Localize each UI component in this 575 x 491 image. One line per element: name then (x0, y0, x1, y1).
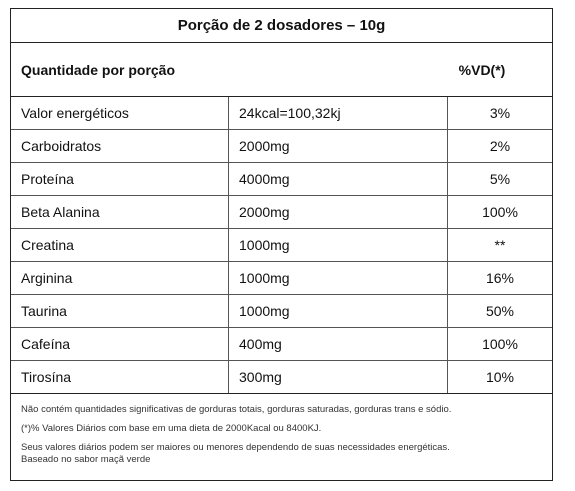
nutrient-vd: 3% (489, 105, 511, 121)
nutrient-name: Taurina (11, 295, 229, 327)
nutrient-vd: 5% (489, 171, 511, 187)
nutrient-name: Cafeína (11, 328, 229, 360)
table-row: Arginina 1000mg 16% (11, 262, 552, 295)
header-quantity-label: Quantidade por porção (21, 61, 176, 78)
footnote-daily-values: (*)% Valores Diários com base em uma die… (21, 423, 322, 434)
nutrient-vd: 16% (485, 270, 515, 286)
nutrient-vd: 100% (482, 204, 518, 220)
footnote-variation: Seus valores diários podem ser maiores o… (21, 442, 450, 453)
nutrient-amount: 2000mg (229, 130, 448, 162)
table-header: Quantidade por porção %VD(*) (11, 43, 552, 97)
nutrient-name: Creatina (11, 229, 229, 261)
table-row: Tirosína 300mg 10% (11, 361, 552, 393)
nutrient-amount: 300mg (229, 361, 448, 393)
table-row: Taurina 1000mg 50% (11, 295, 552, 328)
footnote-no-significant: Não contém quantidades significativas de… (21, 404, 452, 415)
nutrient-name: Proteína (11, 163, 229, 195)
nutrient-vd: ** (494, 237, 506, 253)
nutrient-amount: 1000mg (229, 262, 448, 294)
nutrient-amount: 24kcal=100,32kj (229, 97, 448, 129)
table-footnotes: Não contém quantidades significativas de… (11, 394, 552, 466)
nutrient-vd: 50% (485, 303, 515, 319)
table-row: Proteína 4000mg 5% (11, 163, 552, 196)
nutrient-amount: 2000mg (229, 196, 448, 228)
nutrient-vd: 10% (485, 369, 515, 385)
header-vd-label: %VD(*) (458, 61, 506, 78)
footnote-flavor: Baseado no sabor maçã verde (21, 454, 151, 465)
nutrient-vd: 100% (482, 336, 518, 352)
nutrient-name: Beta Alanina (11, 196, 229, 228)
nutrient-rows: Valor energéticos 24kcal=100,32kj 3% Car… (11, 97, 552, 394)
nutrient-name: Carboidratos (11, 130, 229, 162)
nutrition-table: Porção de 2 dosadores – 10g Quantidade p… (10, 8, 553, 481)
table-row: Beta Alanina 2000mg 100% (11, 196, 552, 229)
nutrient-name: Valor energéticos (11, 97, 229, 129)
table-row: Valor energéticos 24kcal=100,32kj 3% (11, 97, 552, 130)
nutrient-amount: 400mg (229, 328, 448, 360)
nutrient-name: Tirosína (11, 361, 229, 393)
nutrient-amount: 1000mg (229, 229, 448, 261)
table-row: Creatina 1000mg ** (11, 229, 552, 262)
table-title: Porção de 2 dosadores – 10g (11, 9, 552, 43)
nutrient-amount: 1000mg (229, 295, 448, 327)
nutrient-vd: 2% (489, 138, 511, 154)
nutrient-amount: 4000mg (229, 163, 448, 195)
table-row: Carboidratos 2000mg 2% (11, 130, 552, 163)
nutrient-name: Arginina (11, 262, 229, 294)
table-row: Cafeína 400mg 100% (11, 328, 552, 361)
